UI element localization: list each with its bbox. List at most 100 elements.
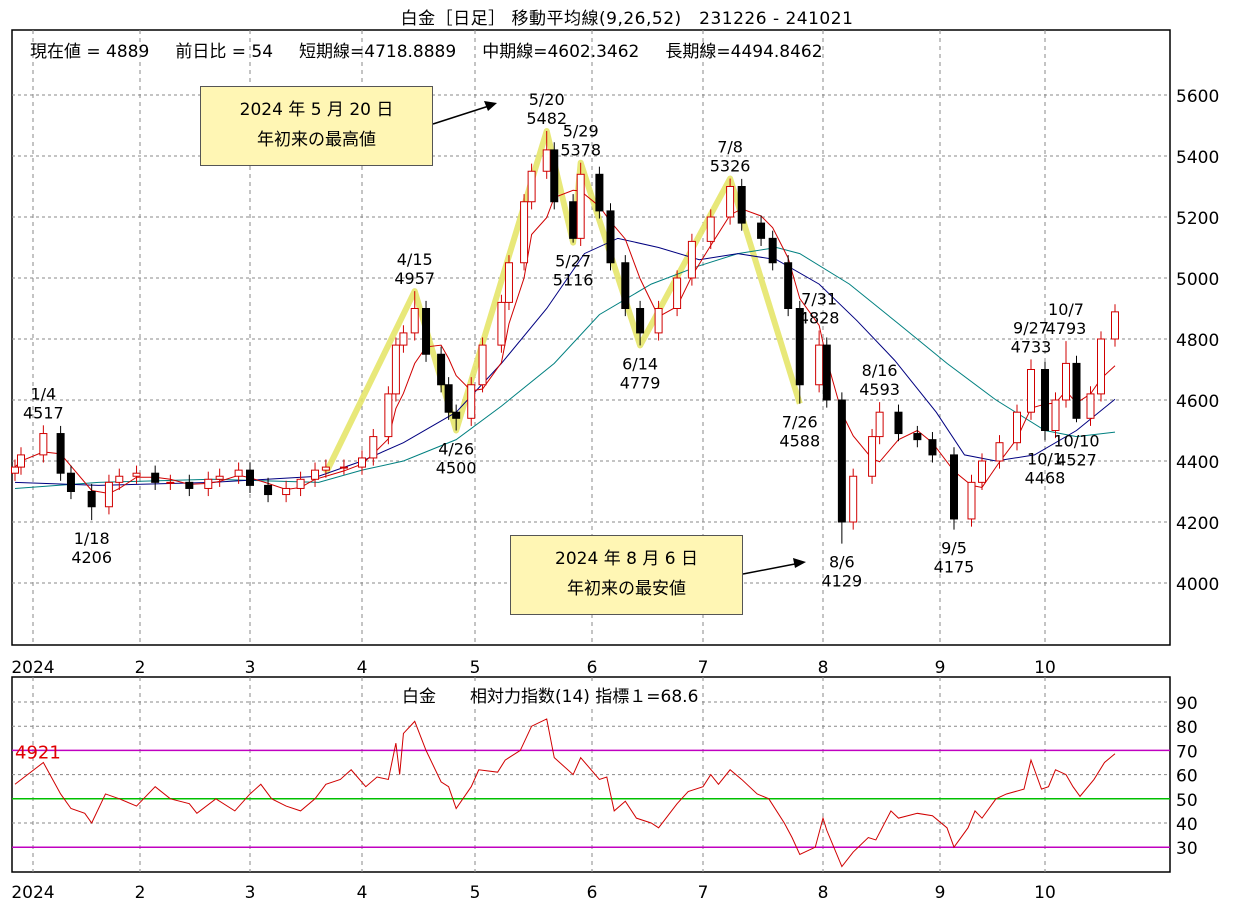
callout-low-date: 2024 年 8 月 6 日 xyxy=(555,549,698,569)
candle-body xyxy=(204,478,213,489)
annotation-date: 9/5 xyxy=(941,539,967,558)
candle-body xyxy=(185,481,194,489)
candle-body xyxy=(837,399,846,523)
annotation-date: 8/16 xyxy=(862,361,898,380)
candle-body xyxy=(673,277,682,309)
candle-body xyxy=(928,439,937,456)
candle-body xyxy=(726,186,735,218)
candle-body xyxy=(1097,338,1105,395)
candle-body xyxy=(822,344,831,401)
candle-body xyxy=(166,481,175,484)
candle-body xyxy=(282,487,291,496)
candle-body xyxy=(913,433,922,441)
candle-body xyxy=(104,481,113,508)
candle-body xyxy=(868,436,877,477)
candle-body xyxy=(17,454,25,468)
candle-body xyxy=(654,308,663,334)
annotation-value: 4793 xyxy=(1046,319,1087,338)
annotation-date: 7/8 xyxy=(717,138,743,157)
candle-body xyxy=(950,454,958,520)
annotation-date: 10/1 xyxy=(1027,449,1063,468)
candle-body xyxy=(399,332,408,346)
annotation-date: 5/29 xyxy=(563,122,599,141)
candle-body xyxy=(132,472,141,477)
rsi-title: 白金 相対力指数(14) 指標１=68.6 xyxy=(398,682,703,707)
candle-body xyxy=(358,457,366,468)
annotation-date: 1/4 xyxy=(30,384,56,403)
candle-body xyxy=(1062,362,1070,401)
month-tick-label: 6 xyxy=(587,658,598,678)
candle-body xyxy=(784,262,793,309)
rsi-month-tick-label: 2024 xyxy=(11,883,54,902)
candle-body xyxy=(478,344,487,386)
annotation-date: 10/10 xyxy=(1053,431,1099,450)
candle-body xyxy=(87,491,96,508)
candle-body xyxy=(369,436,378,459)
rsi-tick-label: 50 xyxy=(1176,791,1198,811)
candle-body xyxy=(452,411,461,419)
candle-body xyxy=(384,393,393,438)
candle-body xyxy=(264,484,273,496)
annotation-value: 4500 xyxy=(436,459,477,478)
price-tick-label: 5000 xyxy=(1176,270,1219,290)
price-tick-label: 4200 xyxy=(1176,514,1219,534)
annotation-date: 8/6 xyxy=(829,553,855,572)
candle-body xyxy=(56,433,65,474)
chart-title: 白金［日足］ 移動平均線(9,26,52) 231226 - 241021 xyxy=(400,9,854,29)
rsi-tick-label: 90 xyxy=(1176,694,1198,714)
short-ma-value: 短期線=4718.8889 xyxy=(299,42,457,62)
candle-body xyxy=(115,475,124,483)
price-tick-label: 4600 xyxy=(1176,392,1219,412)
annotation-value: 4468 xyxy=(1025,468,1066,487)
candle-body xyxy=(542,149,551,172)
rsi-month-tick-label: 2 xyxy=(135,883,146,902)
candle-body xyxy=(595,173,604,212)
candle-body xyxy=(437,353,446,386)
rsi-month-tick-label: 7 xyxy=(698,883,709,902)
rsi-month-tick-label: 8 xyxy=(818,883,829,902)
candle-body xyxy=(815,344,824,386)
annotation-value: 4517 xyxy=(23,403,64,422)
candle-body xyxy=(967,481,976,520)
annotation-value: 4828 xyxy=(799,308,840,327)
callout-low-text: 年初来の最安値 xyxy=(567,579,686,599)
candle-body xyxy=(636,308,645,334)
rsi-month-tick-label: 5 xyxy=(470,883,481,902)
candle-body xyxy=(569,201,578,239)
rsi-marker-label: 4921 xyxy=(15,742,61,763)
candle-body xyxy=(550,149,559,203)
price-tick-label: 5600 xyxy=(1176,87,1219,107)
candle-body xyxy=(11,466,19,474)
price-tick-label: 4400 xyxy=(1176,453,1219,473)
annotation-value: 4129 xyxy=(822,572,863,591)
candle-body xyxy=(151,472,160,483)
annotation-date: 7/26 xyxy=(782,413,818,432)
annotation-value: 4175 xyxy=(934,558,975,577)
candle-body xyxy=(687,240,696,279)
month-tick-label: 3 xyxy=(245,658,256,678)
candle-body xyxy=(339,466,348,469)
annotation-value: 4527 xyxy=(1056,450,1097,469)
candle-body xyxy=(39,433,48,456)
price-tick-label: 5200 xyxy=(1176,209,1219,229)
candle-body xyxy=(246,469,254,486)
candle-body xyxy=(1051,399,1060,431)
candle-body xyxy=(1041,369,1049,431)
current-price: 現在値 = 4889 xyxy=(30,42,150,62)
candle-body xyxy=(321,466,330,471)
annotation-date: 1/18 xyxy=(74,529,110,548)
annotation-value: 4733 xyxy=(1011,337,1052,356)
price-panel-frame xyxy=(11,29,1171,646)
candle-body xyxy=(444,384,453,413)
month-tick-label: 7 xyxy=(698,658,709,678)
annotation-date: 5/20 xyxy=(529,90,565,109)
annotation-value: 4779 xyxy=(620,373,661,392)
price-tick-label: 4000 xyxy=(1176,575,1219,595)
rsi-tick-label: 40 xyxy=(1176,815,1198,835)
month-tick-label: 9 xyxy=(935,658,946,678)
candle-body xyxy=(422,308,431,355)
annotation-value: 5378 xyxy=(560,141,601,160)
zigzag-trend-line xyxy=(323,127,803,475)
callout-high: 2024 年 5 月 20 日 年初来の最高値 xyxy=(200,86,433,166)
annotation-date: 4/26 xyxy=(438,440,474,459)
